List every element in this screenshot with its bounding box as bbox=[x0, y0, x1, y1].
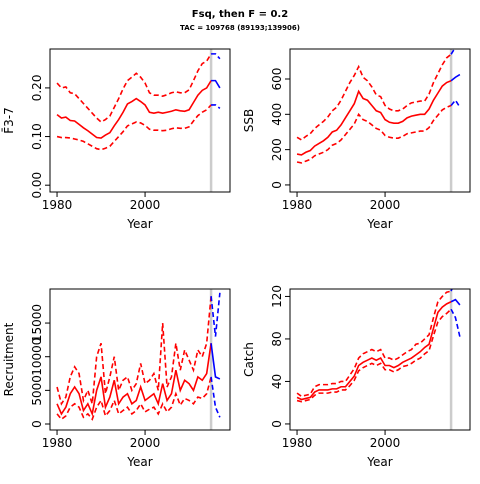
x-axis-label: Year bbox=[126, 455, 152, 469]
x-tick-label: 2000 bbox=[370, 436, 401, 450]
x-tick-label: 2000 bbox=[130, 198, 161, 212]
y-tick-label: 0 bbox=[270, 420, 284, 428]
plot-area bbox=[56, 289, 221, 430]
series-line bbox=[296, 53, 452, 141]
series-line bbox=[210, 343, 221, 380]
series-line bbox=[210, 292, 221, 337]
series-line bbox=[296, 301, 452, 401]
y-axis-label: F̄3-7 bbox=[2, 107, 16, 134]
y-axis-label: Catch bbox=[242, 342, 256, 377]
series-line bbox=[296, 290, 452, 398]
y-tick-label: 40 bbox=[270, 374, 284, 389]
series-line bbox=[56, 104, 212, 151]
x-tick-label: 1980 bbox=[282, 436, 313, 450]
series-line bbox=[56, 53, 212, 123]
series-line bbox=[296, 80, 452, 156]
plot-frame bbox=[289, 288, 471, 431]
series-line bbox=[56, 343, 212, 417]
panel: 1980 2000 0 40 80 120 Year Catch bbox=[242, 285, 471, 469]
series-line bbox=[296, 308, 452, 403]
series-line bbox=[450, 298, 461, 306]
x-tick-label: 2000 bbox=[130, 436, 161, 450]
series-line bbox=[56, 296, 212, 406]
series-line bbox=[211, 104, 221, 109]
series-line bbox=[296, 104, 452, 164]
series-line bbox=[210, 376, 221, 418]
plot-frame bbox=[289, 48, 471, 193]
series-line bbox=[56, 376, 212, 421]
y-tick-label: 15000 bbox=[30, 304, 44, 342]
x-tick-label: 1980 bbox=[42, 436, 73, 450]
panel: 1980 2000 0.00 0.10 0.20 Year F̄3-7 bbox=[2, 48, 231, 231]
x-tick-label: 1980 bbox=[42, 198, 73, 212]
plot-frame bbox=[49, 288, 231, 431]
y-axis-label: SSB bbox=[242, 109, 256, 132]
plot-frame bbox=[49, 48, 231, 193]
y-tick-label: 0.20 bbox=[30, 75, 44, 102]
x-axis-label: Year bbox=[126, 217, 152, 231]
y-tick-label: 400 bbox=[270, 103, 284, 126]
series-line bbox=[450, 308, 461, 337]
y-tick-label: 0 bbox=[30, 420, 44, 428]
x-tick-label: 2000 bbox=[370, 198, 401, 212]
plot-area bbox=[56, 49, 221, 192]
y-tick-label: 120 bbox=[270, 285, 284, 308]
series-line bbox=[450, 73, 461, 82]
y-tick-label: 0.00 bbox=[30, 172, 44, 199]
title: Fsq, then F = 0.2 bbox=[192, 9, 288, 20]
series-line bbox=[211, 79, 221, 89]
y-tick-label: 600 bbox=[270, 68, 284, 91]
x-tick-label: 1980 bbox=[282, 198, 313, 212]
plot-area bbox=[296, 289, 461, 430]
series-line bbox=[211, 53, 221, 60]
series-line bbox=[56, 80, 212, 139]
y-axis-label: Recruitment bbox=[2, 322, 16, 396]
y-tick-label: 0 bbox=[270, 181, 284, 189]
series-line bbox=[450, 49, 456, 55]
y-tick-label: 5000 bbox=[30, 375, 44, 406]
y-tick-label: 80 bbox=[270, 331, 284, 346]
plot-area bbox=[296, 49, 461, 192]
x-axis-label: Year bbox=[366, 455, 392, 469]
x-axis-label: Year bbox=[366, 217, 392, 231]
panel: 1980 2000 0 200 400 600 Year SSB bbox=[242, 48, 471, 231]
subtitle: TAC = 109768 (89193;139906) bbox=[180, 24, 300, 32]
y-tick-label: 0.10 bbox=[30, 123, 44, 150]
series-line bbox=[450, 98, 461, 108]
y-tick-label: 200 bbox=[270, 138, 284, 161]
y-tick-label: 10000 bbox=[30, 338, 44, 376]
